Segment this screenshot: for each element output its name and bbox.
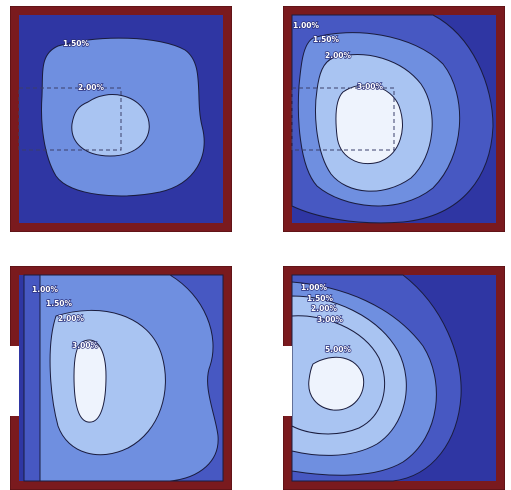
dashed-skylight-outline: [291, 87, 395, 151]
label-1-00: 1.00%: [293, 21, 320, 30]
contour-band-3-00: [335, 84, 403, 164]
panel-bottom-right: 1.00% 1.50% 2.00% 3.00% 5.00%: [283, 266, 505, 490]
label-1-00: 1.00%: [301, 283, 328, 292]
label-3-00: 3.00%: [72, 341, 99, 350]
label-2-00: 2.00%: [58, 314, 85, 323]
contour-band-3-00: [73, 339, 107, 423]
contour-band-5-00: [308, 356, 365, 411]
label-2-00: 2.00%: [311, 304, 338, 313]
label-1-50: 1.50%: [63, 39, 90, 48]
label-1-50: 1.50%: [313, 35, 340, 44]
label-3-00: 3.00%: [317, 315, 344, 324]
label-1-00: 1.00%: [32, 285, 59, 294]
panel-top-left: 1.50% 2.00%: [10, 6, 232, 232]
label-2-00: 2.00%: [78, 83, 105, 92]
label-3-00: 3.00%: [357, 82, 384, 91]
side-window-opening: [283, 346, 292, 416]
label-5-00: 5.00%: [325, 345, 352, 354]
panel-bottom-left: 1.00% 1.50% 2.00% 3.00%: [10, 266, 232, 490]
label-2-00: 2.00%: [325, 51, 352, 60]
side-window-opening: [10, 346, 19, 416]
label-1-50: 1.50%: [46, 299, 73, 308]
panel-top-right: 1.00% 1.50% 2.00% 3.00%: [283, 6, 505, 232]
dashed-skylight-outline: [18, 87, 122, 151]
contour-band-2-00: [71, 94, 150, 157]
label-1-50: 1.50%: [307, 294, 334, 303]
